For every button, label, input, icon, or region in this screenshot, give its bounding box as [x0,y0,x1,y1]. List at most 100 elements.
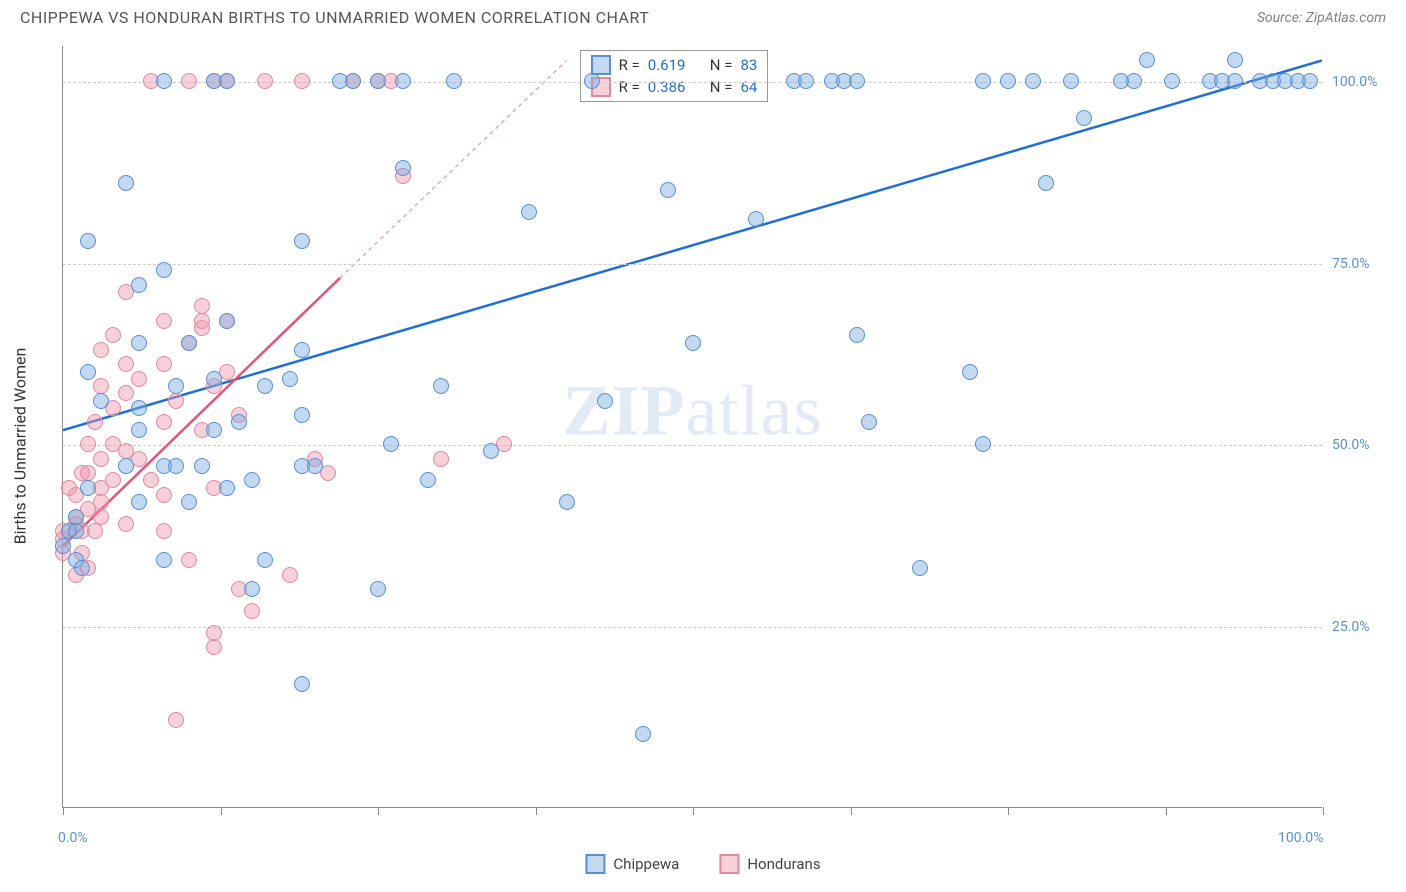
data-point-chippewa [446,73,462,89]
gridline [63,264,1322,265]
x-tick [378,807,379,815]
data-point-hondurans [143,472,159,488]
data-point-chippewa [156,262,172,278]
data-point-chippewa [849,327,865,343]
chart-header: CHIPPEWA VS HONDURAN BIRTHS TO UNMARRIED… [0,0,1406,31]
x-tick [221,807,222,815]
data-point-hondurans [93,342,109,358]
data-point-chippewa [194,458,210,474]
data-point-hondurans [131,371,147,387]
data-point-hondurans [118,356,134,372]
data-point-chippewa [912,560,928,576]
legend-item-chippewa: Chippewa [585,854,679,874]
x-tick [1008,807,1009,815]
data-point-hondurans [87,414,103,430]
source-attribution: Source: ZipAtlas.com [1257,10,1386,26]
y-tick-label: 50.0% [1332,437,1392,453]
data-point-chippewa [307,458,323,474]
data-point-chippewa [597,393,613,409]
legend-label-hondurans: Hondurans [747,855,820,873]
legend-item-hondurans: Hondurans [719,854,820,874]
data-point-chippewa [68,523,84,539]
y-axis-label: Births to Unmarried Women [11,348,30,545]
data-point-hondurans [93,509,109,525]
x-tick [851,807,852,815]
data-point-hondurans [156,313,172,329]
data-point-hondurans [105,472,121,488]
data-point-chippewa [131,422,147,438]
data-point-chippewa [55,538,71,554]
gridline [63,445,1322,446]
data-point-chippewa [1139,52,1155,68]
data-point-chippewa [257,378,273,394]
data-point-chippewa [483,443,499,459]
swatch-hondurans [719,854,739,874]
data-point-chippewa [118,175,134,191]
data-point-hondurans [80,436,96,452]
data-point-hondurans [294,73,310,89]
data-point-chippewa [80,480,96,496]
data-point-hondurans [433,451,449,467]
data-point-hondurans [181,552,197,568]
y-tick-label: 25.0% [1332,619,1392,635]
data-point-chippewa [156,73,172,89]
r-label: R = [619,56,640,74]
x-tick [536,807,537,815]
data-point-chippewa [1227,73,1243,89]
data-point-hondurans [156,414,172,430]
data-point-chippewa [660,182,676,198]
data-point-chippewa [257,552,273,568]
data-point-chippewa [118,458,134,474]
data-point-chippewa [559,494,575,510]
n-label: N = [710,56,733,74]
data-point-hondurans [93,451,109,467]
data-point-chippewa [244,472,260,488]
data-point-chippewa [131,277,147,293]
data-point-chippewa [345,73,361,89]
trend-line [340,60,567,277]
r-label: R = [619,78,640,96]
data-point-chippewa [219,480,235,496]
data-point-chippewa [294,407,310,423]
data-point-chippewa [1164,73,1180,89]
y-tick-label: 75.0% [1332,256,1392,272]
data-point-hondurans [118,516,134,532]
x-tick [1323,807,1324,815]
data-point-chippewa [383,436,399,452]
data-point-hondurans [194,313,210,329]
data-point-chippewa [420,472,436,488]
data-point-chippewa [849,73,865,89]
swatch-chippewa [591,55,611,75]
data-point-hondurans [118,385,134,401]
chart-title: CHIPPEWA VS HONDURAN BIRTHS TO UNMARRIED… [20,8,649,27]
data-point-chippewa [685,335,701,351]
scatter-chart: ZIPatlas R = 0.619 N = 83 R = 0.386 N = … [62,46,1322,808]
data-point-chippewa [131,494,147,510]
data-point-chippewa [798,73,814,89]
legend-row-chippewa: R = 0.619 N = 83 [591,55,758,75]
data-point-hondurans [156,523,172,539]
data-point-hondurans [168,712,184,728]
data-point-chippewa [219,313,235,329]
data-point-chippewa [68,509,84,525]
n-value-chippewa: 83 [740,56,757,74]
data-point-chippewa [1038,175,1054,191]
data-point-chippewa [168,458,184,474]
data-point-chippewa [156,552,172,568]
data-point-chippewa [294,676,310,692]
data-point-hondurans [181,73,197,89]
data-point-chippewa [1063,73,1079,89]
legend-label-chippewa: Chippewa [613,855,679,873]
data-point-chippewa [1076,110,1092,126]
data-point-chippewa [206,371,222,387]
data-point-chippewa [294,342,310,358]
data-point-chippewa [74,560,90,576]
data-point-chippewa [748,211,764,227]
data-point-chippewa [395,160,411,176]
data-point-hondurans [257,73,273,89]
data-point-hondurans [156,487,172,503]
data-point-chippewa [206,422,222,438]
data-point-chippewa [131,335,147,351]
data-point-chippewa [1227,52,1243,68]
correlation-legend: R = 0.619 N = 83 R = 0.386 N = 64 [580,50,769,102]
